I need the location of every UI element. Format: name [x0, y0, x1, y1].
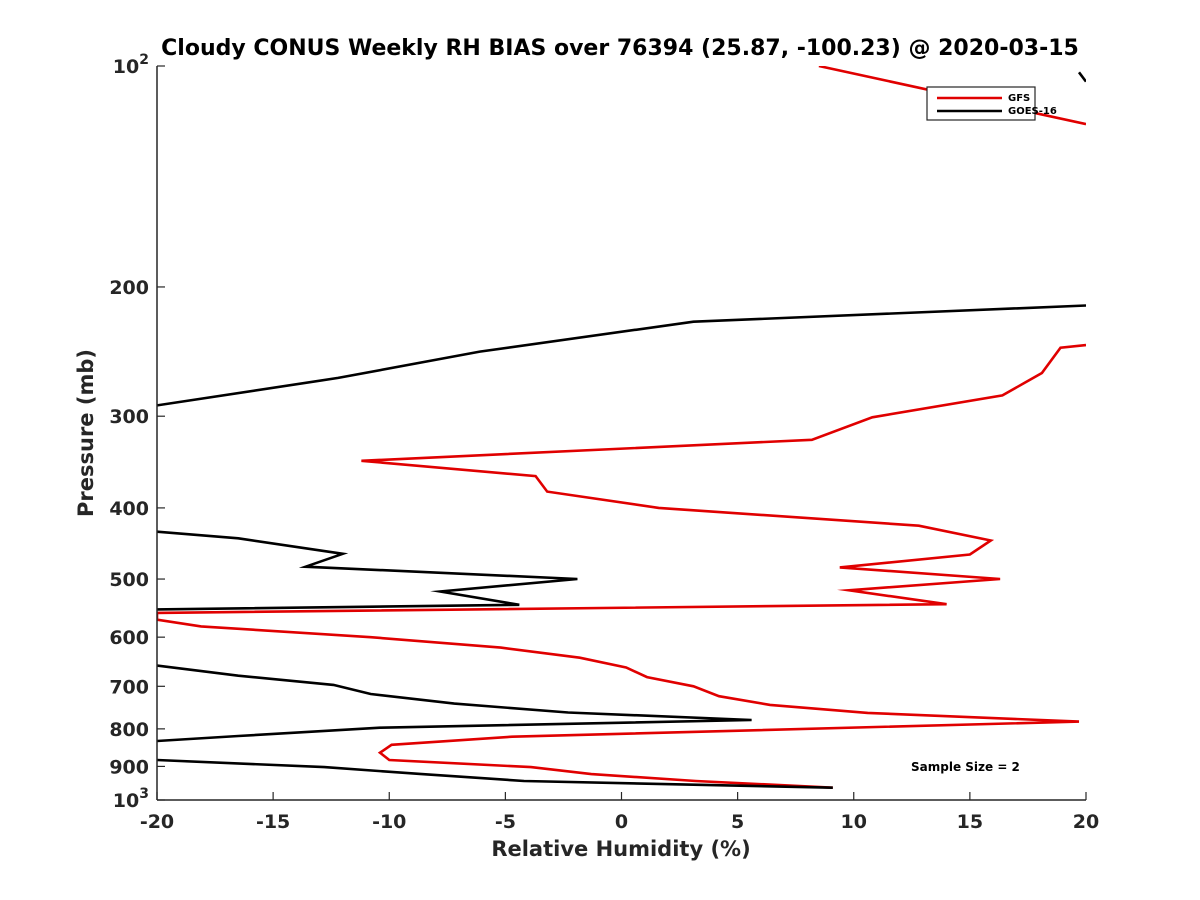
legend-box [926, 86, 1036, 121]
y-tick-label: 103 [113, 786, 149, 812]
x-tick-label: -15 [256, 811, 290, 833]
series-line-goes16-5 [157, 758, 833, 789]
y-tick-label: 900 [109, 756, 149, 778]
series-line-goes16-1 [1077, 71, 1086, 83]
plot-series [157, 66, 1086, 789]
y-tick-label: 600 [109, 627, 149, 649]
x-tick-label: 0 [615, 811, 628, 833]
x-tick-label: -5 [495, 811, 516, 833]
chart-title: Cloudy CONUS Weekly RH BIAS over 76394 (… [161, 36, 1079, 61]
series-line-goes16-3 [157, 530, 578, 611]
x-tick-label: 20 [1073, 811, 1099, 833]
sample-size-annotation: Sample Size = 2 [911, 760, 1020, 774]
y-tick-label: 800 [109, 719, 149, 741]
series-line-goes16-2 [157, 304, 1086, 407]
legend-label-gfs: GFS [1008, 93, 1030, 104]
axes [156, 66, 1086, 801]
y-tick-label: 500 [109, 569, 149, 591]
x-tick-label: 10 [841, 811, 867, 833]
x-tick-label: -10 [372, 811, 406, 833]
series-line-gfs-2 [157, 343, 1086, 789]
x-tick-label: 5 [731, 811, 744, 833]
x-tick-label: -20 [140, 811, 174, 833]
y-tick-label: 300 [109, 406, 149, 428]
y-tick-label: 700 [109, 676, 149, 698]
x-tick-label: 15 [957, 811, 983, 833]
x-ticks: -20 -15 -10 -5 0 5 10 15 20 [140, 792, 1099, 833]
legend-label-goes16: GOES-16 [1008, 106, 1057, 117]
y-tick-label: 400 [109, 498, 149, 520]
legend: GFS GOES-16 [926, 86, 1057, 121]
y-ticks: 102 200 300 400 500 600 700 800 900 103 [109, 52, 165, 812]
y-tick-label: 102 [113, 52, 149, 78]
y-tick-label: 200 [109, 277, 149, 299]
series-line-goes16-4 [157, 664, 752, 743]
y-axis-label: Pressure (mb) [74, 349, 98, 517]
x-axis-label: Relative Humidity (%) [491, 837, 750, 861]
